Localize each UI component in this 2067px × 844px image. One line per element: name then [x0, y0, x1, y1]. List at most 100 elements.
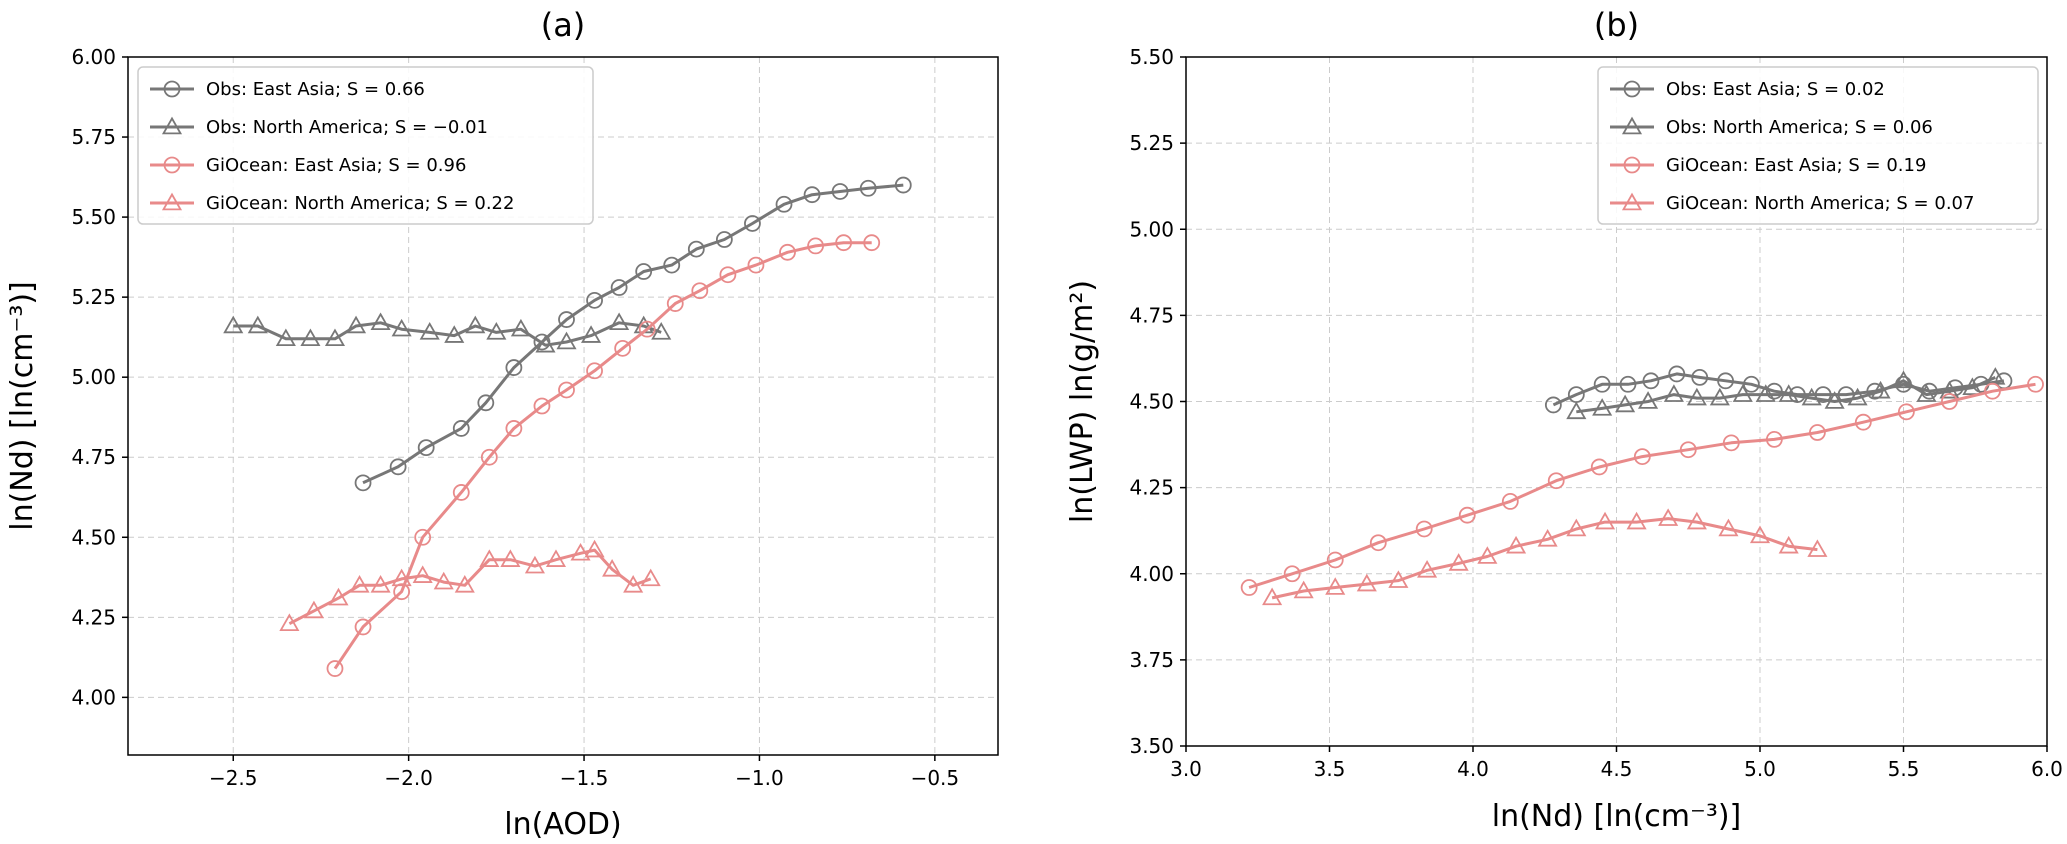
b-legend-label-1: Obs: North America; S = 0.06	[1666, 117, 1933, 138]
b-series-3-point-13	[1658, 508, 1679, 526]
b-series-2-point-10	[1679, 441, 1697, 459]
b-series-1-point-9	[1778, 384, 1799, 402]
b-series-0-point-9	[1765, 382, 1783, 400]
a-series-3-line	[288, 548, 652, 626]
b-legend-marker-0	[1623, 80, 1641, 98]
b-series-3-point-12	[1626, 511, 1647, 530]
b-series-3-point-0	[1262, 587, 1283, 606]
b-series-3-point-2	[1325, 577, 1346, 595]
a-series-3-point-14	[584, 539, 605, 558]
b-series-0-point-11	[1814, 386, 1832, 404]
b-ytick-label-8: 5.50	[1129, 45, 1174, 69]
b-ytick-label-2: 4.00	[1129, 562, 1174, 586]
b-series-1-point-7	[1732, 384, 1753, 402]
a-series-1-point-10	[465, 315, 486, 334]
a-legend-label-2: GiOcean: East Asia; S = 0.96	[206, 155, 466, 176]
b-legend-marker-2	[1623, 156, 1641, 174]
a-series-1-point-1	[247, 315, 268, 334]
b-ytick-label-4: 4.50	[1129, 390, 1174, 414]
a-series-1-point-4	[324, 328, 346, 347]
a-series-1-point-7	[391, 318, 412, 337]
a-ytick-label-2: 4.50	[71, 525, 116, 549]
a-series-0-point-1	[389, 458, 407, 476]
a-xtick-label-4: −0.5	[911, 766, 960, 790]
b-legend-label-3: GiOcean: North America; S = 0.07	[1666, 193, 1974, 214]
a-ytick-label-7: 5.75	[71, 125, 116, 149]
a-ytick-label-8: 6.00	[71, 45, 116, 69]
a-series-2-point-13	[691, 282, 709, 300]
b-series-3-point-5	[1417, 559, 1438, 578]
a-series-3-point-6	[412, 565, 433, 583]
b-series-1-point-2	[1615, 394, 1636, 413]
a-series-0-point-8	[586, 291, 603, 309]
b-ytick-label-1: 3.75	[1129, 648, 1174, 672]
b-legend-entry-1: Obs: North America; S = 0.06	[1610, 116, 1933, 138]
b-series-1-point-5	[1686, 387, 1707, 406]
b-series-1-point-12	[1847, 387, 1868, 406]
a-series-3-point-12	[545, 549, 567, 567]
b-ytick-label-6: 5.00	[1129, 217, 1174, 241]
a-series-1-point-15	[581, 325, 602, 343]
a-ytick-label-3: 4.75	[71, 445, 116, 469]
a-series-2-point-4	[452, 484, 470, 501]
b-xlabel: ln(Nd) [ln(cm⁻³)]	[1492, 799, 1742, 834]
b-xtick-label-2: 4.0	[1457, 757, 1489, 781]
b-series-2-point-4	[1415, 520, 1433, 538]
a-legend-box	[137, 66, 594, 225]
b-xtick-label-4: 5.0	[1744, 757, 1776, 781]
a-series-3-point-15	[602, 558, 623, 577]
a-xtick-label-3: −1.0	[735, 766, 784, 790]
a-series-2-point-12	[666, 295, 684, 312]
b-series-1-point-3	[1638, 391, 1659, 409]
b-series-1-point-15	[1916, 384, 1937, 402]
b-legend-marker-1	[1621, 116, 1643, 135]
a-series-3-point-0	[279, 613, 300, 631]
a-series-1-point-2	[275, 328, 296, 347]
b-series-2-point-2	[1326, 551, 1344, 569]
b-legend-entry-2: GiOcean: East Asia; S = 0.19	[1610, 155, 1926, 176]
b-legend-label-2: GiOcean: East Asia; S = 0.19	[1666, 155, 1926, 176]
a-series-1-point-14	[556, 331, 577, 350]
b-series-3-point-16	[1749, 525, 1771, 544]
b-series-1-point-1	[1592, 398, 1613, 416]
a-series-3-point-2	[328, 587, 349, 606]
a-series-0-point-0	[354, 474, 372, 492]
a-ytick-label-0: 4.00	[71, 685, 116, 709]
b-series-2-point-16	[1941, 393, 1958, 410]
b-series-2-point-13	[1809, 424, 1826, 441]
a-xtick-label-0: −2.5	[209, 766, 258, 790]
a-ytick-label-1: 4.25	[71, 605, 116, 629]
a-legend-marker-3	[161, 192, 183, 211]
a-legend-marker-0	[163, 80, 181, 98]
a-ytick-label-6: 5.50	[71, 205, 116, 229]
a-series-2-point-11	[638, 320, 656, 338]
b-series-2-point-17	[1984, 382, 2001, 400]
b-series-2-point-18	[2027, 375, 2044, 393]
a-series-3-point-17	[640, 568, 661, 587]
a-series-0-point-17	[831, 183, 849, 200]
b-ytick-label-7: 5.25	[1129, 131, 1174, 155]
a-title: (a)	[541, 6, 586, 44]
b-series-3-point-9	[1537, 528, 1558, 547]
b-series-2-point-5	[1458, 506, 1476, 524]
b-series-0-point-3	[1619, 375, 1637, 393]
b-series-1-point-0	[1566, 401, 1587, 420]
a-series-2-point-14	[719, 266, 737, 284]
a-legend-entry-2: GiOcean: East Asia; S = 0.96	[150, 155, 466, 176]
a-series-2-point-0	[326, 660, 344, 677]
a-series-0-point-16	[803, 186, 821, 204]
a-ylabel: ln(Nd) [ln(cm⁻³)]	[5, 281, 40, 531]
b-legend-marker-3	[1621, 192, 1643, 211]
a-legend-marker-2	[163, 156, 181, 174]
b-series-2-point-11	[1722, 434, 1740, 452]
b-xtick-label-5: 5.5	[1888, 757, 1920, 781]
a-series-2-point-6	[505, 420, 523, 437]
a-series-3-point-1	[303, 600, 324, 619]
b-legend-entry-3: GiOcean: North America; S = 0.07	[1610, 192, 1974, 214]
a-series-2-point-5	[480, 448, 498, 466]
b-series-2-point-9	[1633, 448, 1651, 466]
a-series-3-point-7	[433, 571, 454, 590]
a-series-1-point-18	[651, 322, 672, 340]
b-xtick-label-3: 4.5	[1601, 757, 1633, 781]
a-series-0-point-18	[859, 179, 877, 197]
